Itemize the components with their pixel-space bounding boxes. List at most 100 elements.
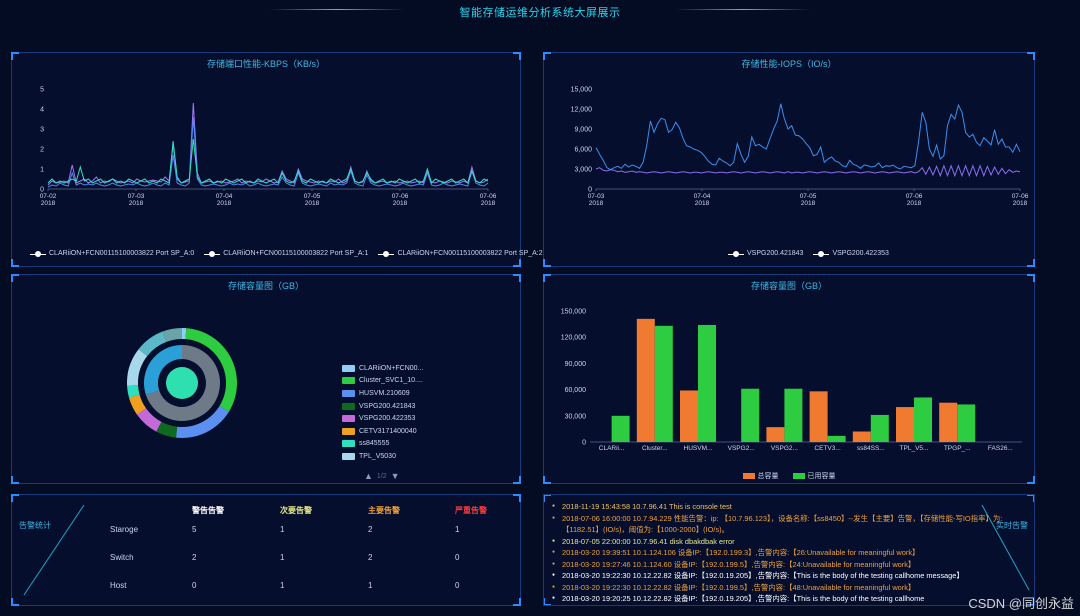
legend-swatch bbox=[342, 440, 355, 448]
alarm-count-cell[interactable]: 2 bbox=[368, 525, 373, 534]
iops-legend-label: VSPG200.421843 bbox=[747, 250, 804, 257]
bar-panel: 存储容量图（GB） 0 30,000 60,000 90,000 120,000 150,… bbox=[543, 274, 1035, 484]
bar-chart: 0 30,000 60,000 90,000 120,000 150,000 CLARii.… bbox=[561, 309, 1022, 452]
alarm-count-cell[interactable]: 5 bbox=[192, 525, 197, 534]
donut-inner-slice-1[interactable] bbox=[144, 345, 182, 395]
iops-xtick-label: 07-06 bbox=[1012, 193, 1029, 200]
donut-outer-slice-9[interactable] bbox=[162, 328, 182, 342]
donut-legend-item[interactable]: CETV3171400040 bbox=[342, 425, 423, 438]
donut-outer-slice-8[interactable] bbox=[138, 331, 167, 357]
bar-1-3[interactable] bbox=[741, 388, 760, 442]
bar-0-7[interactable] bbox=[896, 407, 914, 442]
legend-swatch bbox=[342, 427, 355, 435]
alarm-count-cell[interactable]: 2 bbox=[192, 553, 197, 562]
iops-ytick: 15,000 bbox=[571, 87, 593, 94]
legend-swatch bbox=[792, 473, 805, 479]
bar-category-label: VSPG2... bbox=[771, 445, 798, 452]
donut-legend-item[interactable]: VSPG200.422353 bbox=[342, 412, 423, 425]
donut-legend-item[interactable]: ss845555 bbox=[342, 438, 423, 451]
bar-category-label: HUSVM... bbox=[684, 445, 713, 452]
legend-line-icon bbox=[728, 250, 744, 257]
alarm-count-cell[interactable]: 1 bbox=[280, 525, 285, 534]
bar-1-5[interactable] bbox=[827, 435, 846, 442]
donut-outer-slice-2[interactable] bbox=[175, 405, 229, 438]
donut-legend-item[interactable]: HUSVM.210609 bbox=[342, 387, 423, 400]
donut-outer-slice-4[interactable] bbox=[137, 408, 162, 432]
alarm-log-entry[interactable]: ● 2018-07-06 16:00:00 10.7.94.229 性能告警：ip… bbox=[552, 513, 1022, 536]
donut-outer-slice-1[interactable] bbox=[185, 328, 237, 412]
donut-legend-item[interactable]: Cluster_SVC1_10.... bbox=[342, 375, 423, 388]
bullet-icon: ● bbox=[552, 537, 556, 544]
donut-chart bbox=[127, 328, 237, 438]
alarm-log-entry[interactable]: ● 2018-03-20 19:22:30 10.12.22.82 设备IP:【1… bbox=[552, 582, 1022, 594]
kbps-series-1 bbox=[47, 116, 489, 188]
bar-0-2[interactable] bbox=[680, 390, 698, 442]
kbps-legend-item[interactable]: CLARiiON+FCN00115100003822 Port SP_A:1 bbox=[204, 250, 368, 257]
alarm-log-entry[interactable]: ● 2018-03-20 19:22:30 10.12.22.82 设备IP:【1… bbox=[552, 570, 1022, 582]
donut-legend-item[interactable]: TPL_V5030 bbox=[342, 450, 423, 463]
bar-1-4[interactable] bbox=[784, 388, 803, 442]
iops-ytick: 12,000 bbox=[571, 107, 593, 114]
alarm-count-cell[interactable]: 0 bbox=[192, 581, 197, 590]
alarm-log-text: 2018-03-20 19:39:51 10.1.124.106 设备IP:【1… bbox=[562, 548, 920, 557]
donut-outer-slice-5[interactable] bbox=[128, 394, 147, 415]
alarm-count-cell[interactable]: 0 bbox=[455, 581, 460, 590]
bar-legend-label: 已用容量 bbox=[807, 473, 836, 480]
alarm-log-entry[interactable]: ● 2018-03-20 19:27:46 10.1.124.60 设备IP:【1… bbox=[552, 559, 1022, 571]
alarm-count-cell[interactable]: 0 bbox=[455, 553, 460, 562]
bar-0-8[interactable] bbox=[939, 402, 958, 442]
kbps-xtick-year: 2018 bbox=[305, 200, 320, 207]
kbps-xtick-label: 07-02 bbox=[40, 193, 57, 200]
donut-inner-slice-0[interactable] bbox=[145, 345, 220, 421]
bar-1-7[interactable] bbox=[914, 397, 932, 442]
bar-0-5[interactable] bbox=[809, 391, 828, 442]
pager-prev-icon[interactable]: ▲ bbox=[364, 471, 373, 481]
alarm-log-entry[interactable]: ● 2018-07-05 22:00:00 10.7.96.41 disk dba… bbox=[552, 536, 1022, 548]
realtime-alarms-panel: ● 2018-11-19 15:43:58 10.7.96.41 This is … bbox=[543, 494, 1035, 606]
kbps-xtick-label: 07-03 bbox=[128, 193, 145, 200]
bar-0-1[interactable] bbox=[636, 318, 655, 442]
bar-legend-item[interactable]: 总容量 bbox=[742, 471, 779, 481]
donut-outer-slice-7[interactable] bbox=[127, 349, 148, 386]
title-deco-left bbox=[270, 9, 405, 10]
bar-1-6[interactable] bbox=[870, 414, 889, 442]
donut-legend-item[interactable]: VSPG200.421843 bbox=[342, 400, 423, 413]
alarm-count-cell[interactable]: 1 bbox=[368, 581, 373, 590]
kbps-xtick-year: 2018 bbox=[481, 200, 496, 207]
kbps-xtick-year: 2018 bbox=[217, 200, 232, 207]
bar-1-2[interactable] bbox=[698, 324, 716, 442]
kbps-legend-item[interactable]: CLARiiON+FCN00115100003822 Port SP_A:0 bbox=[30, 250, 194, 257]
alarm-header-1: 次要告警 bbox=[280, 506, 312, 515]
donut-outer-slice-3[interactable] bbox=[156, 421, 178, 438]
donut-outer-slice-6[interactable] bbox=[127, 385, 140, 398]
alarm-count-cell[interactable]: 1 bbox=[280, 581, 285, 590]
alarm-log-entry[interactable]: ● 2018-03-20 19:39:51 10.1.124.106 设备IP:【… bbox=[552, 547, 1022, 559]
kbps-legend-item[interactable]: CLARiiON+FCN00115100003822 Port SP_A:2 bbox=[378, 250, 543, 257]
donut-outer-slice-0[interactable] bbox=[182, 328, 187, 340]
iops-legend-item[interactable]: VSPG200.421843 bbox=[728, 250, 803, 257]
bar-ytick: 60,000 bbox=[565, 387, 587, 394]
bar-1-1[interactable] bbox=[654, 325, 673, 442]
bar-category-label: VSPG2... bbox=[728, 445, 755, 452]
realtime-alarm-list[interactable]: ● 2018-11-19 15:43:58 10.7.96.41 This is … bbox=[552, 501, 1022, 605]
iops-ytick: 6,000 bbox=[574, 147, 592, 154]
bar-1-8[interactable] bbox=[957, 404, 976, 442]
alarm-log-entry[interactable]: ● 2018-11-19 15:43:58 10.7.96.41 This is … bbox=[552, 501, 1022, 513]
donut-legend-label: VSPG200.422353 bbox=[359, 415, 416, 423]
legend-line-icon bbox=[30, 250, 46, 257]
pager-next-icon[interactable]: ▼ bbox=[390, 471, 400, 481]
kbps-ytick: 1 bbox=[40, 167, 44, 174]
donut-legend-item[interactable]: CLARiiON+FCN00... bbox=[342, 362, 423, 375]
alarm-log-entry[interactable]: ● 2018-03-20 19:20:25 10.12.22.82 设备IP:【1… bbox=[552, 593, 1022, 605]
bar-legend-item[interactable]: 已用容量 bbox=[792, 471, 836, 481]
alarm-count-cell[interactable]: 1 bbox=[280, 553, 285, 562]
alarm-count-cell[interactable]: 2 bbox=[368, 553, 373, 562]
bar-1-0[interactable] bbox=[611, 415, 630, 442]
bar-ytick: 0 bbox=[582, 440, 586, 447]
bar-0-4[interactable] bbox=[766, 427, 785, 442]
bar-0-6[interactable] bbox=[852, 431, 871, 442]
alarm-log-text: 2018-07-05 22:00:00 10.7.96.41 disk dbak… bbox=[562, 536, 735, 546]
alarm-count-cell[interactable]: 1 bbox=[455, 525, 460, 534]
iops-legend-item[interactable]: VSPG200.422353 bbox=[813, 250, 889, 257]
iops-series-0 bbox=[595, 103, 1021, 171]
